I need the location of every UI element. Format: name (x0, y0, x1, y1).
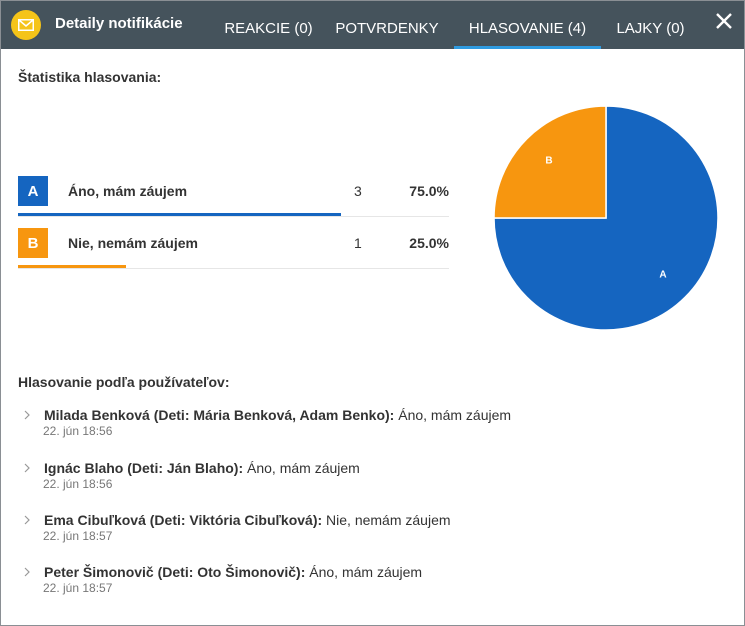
vote-answer: Áno, mám záujem (309, 564, 423, 580)
stats-title: Štatistika hlasovania: (18, 69, 162, 85)
divider (18, 268, 449, 269)
dialog-title: Detaily notifikácie (55, 15, 183, 32)
dialog-header: Detaily notifikácie REAKCIE (0) POTVRDEN… (1, 1, 744, 49)
envelope-icon (11, 10, 41, 40)
option-badge: B (18, 228, 48, 258)
voter-name: Peter Šimonovič (Deti: Oto Šimonovič): (44, 564, 306, 580)
divider (18, 216, 449, 217)
chevron-right-icon (24, 515, 30, 525)
tab-reakcie[interactable]: REAKCIE (0) (224, 20, 313, 37)
vote-timestamp: 22. jún 18:56 (43, 424, 113, 438)
option-label: Nie, nemám záujem (68, 235, 198, 251)
option-badge: A (18, 176, 48, 206)
option-row-a: A Áno, mám záujem 3 75.0% (18, 165, 449, 217)
voter-name: Ignác Blaho (Deti: Ján Blaho): (44, 460, 244, 476)
tab-lajky[interactable]: LAJKY (0) (616, 20, 685, 37)
tab-potvrdenky[interactable]: POTVRDENKY (335, 20, 439, 37)
option-count: 3 (354, 183, 362, 199)
close-icon[interactable] (714, 11, 734, 31)
option-count: 1 (354, 235, 362, 251)
voter-name: Ema Cibuľková (Deti: Viktória Cibuľková)… (44, 512, 323, 528)
pie-slice-b (493, 105, 607, 219)
option-progress-bar (18, 265, 126, 268)
option-progress-bar (18, 213, 342, 216)
pie-label-a: A (659, 270, 666, 281)
vote-timestamp: 22. jún 18:56 (43, 477, 113, 491)
chevron-right-icon (24, 463, 30, 473)
chevron-right-icon (24, 567, 30, 577)
vote-answer: Áno, mám záujem (247, 460, 360, 476)
tab-hlasovanie[interactable]: HLASOVANIE (4) (454, 1, 601, 49)
vote-answer: Áno, mám záujem (398, 407, 512, 423)
option-label: Áno, mám záujem (68, 183, 188, 199)
chevron-right-icon (24, 410, 30, 420)
pie-label-b: B (545, 156, 552, 167)
option-percent: 25.0% (409, 235, 449, 251)
vote-answer: Nie, nemám záujem (326, 512, 451, 528)
voter-name: Milada Benková (Deti: Mária Benková, Ada… (44, 407, 395, 423)
option-percent: 75.0% (409, 183, 449, 199)
option-row-b: B Nie, nemám záujem 1 25.0% (18, 217, 449, 269)
vote-timestamp: 22. jún 18:57 (43, 581, 113, 595)
vote-timestamp: 22. jún 18:57 (43, 529, 113, 543)
users-title: Hlasovanie podľa používateľov: (18, 374, 230, 390)
